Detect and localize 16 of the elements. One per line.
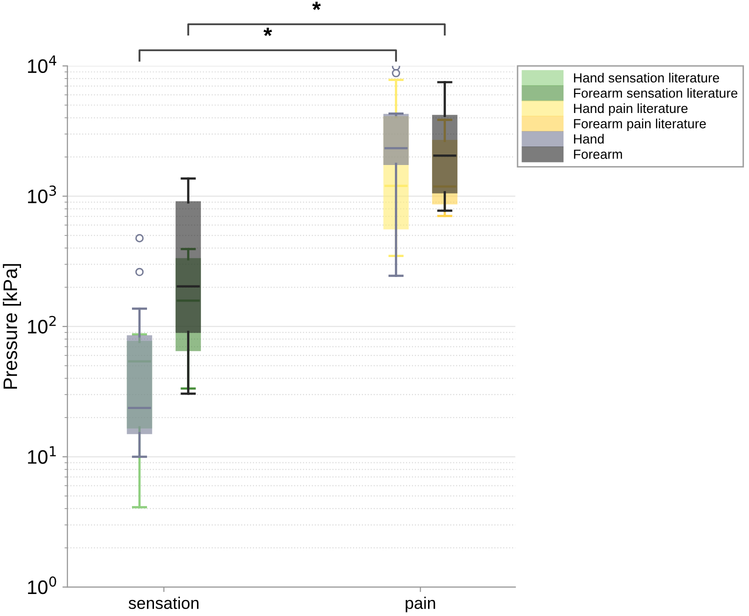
y-tick-label: 10$^{0}$: [28, 576, 56, 594]
y-tick-label: 10$^{2}$: [28, 316, 56, 334]
legend-label: Forearm pain literature: [574, 118, 706, 131]
legend-label: Forearm sensation literature: [574, 88, 738, 98]
y-axis-title: Pressure [kPa]: [2, 264, 22, 389]
legend-label: Forearm: [574, 150, 622, 159]
text: *: [312, 2, 321, 10]
legend-label: Hand: [574, 134, 604, 144]
x-tick-label: pain: [406, 596, 436, 612]
legend-label: Hand sensation literature: [574, 72, 720, 83]
text: *: [264, 28, 272, 36]
x-tick-label: sensation: [128, 596, 198, 610]
y-tick-label: 10$^{1}$: [28, 446, 56, 464]
y-tick-label: 10$^{3}$: [28, 186, 56, 204]
legend-label: Hand pain literature: [574, 103, 688, 116]
y-tick-label: 10$^{4}$: [28, 55, 56, 74]
